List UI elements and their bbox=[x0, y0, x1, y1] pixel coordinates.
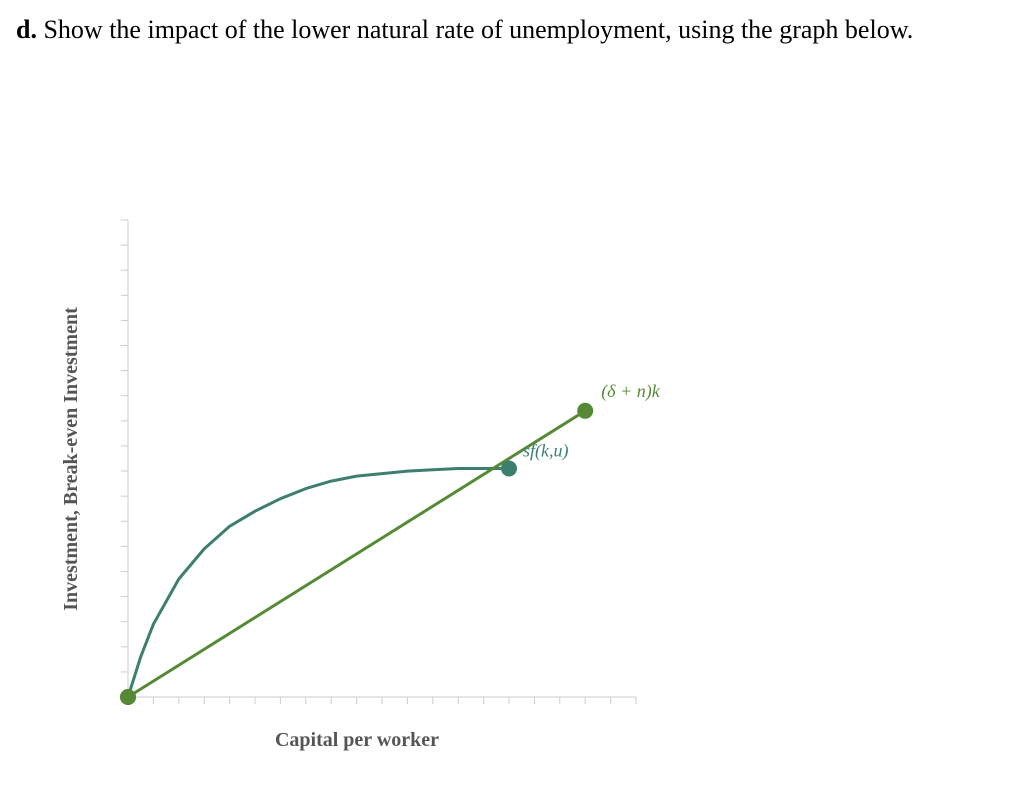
series-line-sf bbox=[126, 467, 509, 698]
x-axis-label: Capital per worker bbox=[275, 729, 439, 751]
series-label-breakeven: (δ + n)k bbox=[601, 381, 661, 402]
series-layer bbox=[126, 409, 586, 699]
series-label-sf: sf(k,u) bbox=[523, 441, 568, 462]
points-layer bbox=[120, 402, 594, 705]
question-text: d. Show the impact of the lower natural … bbox=[16, 12, 913, 48]
question-prefix: d. bbox=[16, 15, 37, 44]
question-body: Show the impact of the lower natural rat… bbox=[36, 15, 914, 44]
series-line-breakeven bbox=[127, 409, 586, 699]
axis-ticks bbox=[121, 219, 637, 704]
y-axis-label: Investment, Break-even Investment bbox=[60, 307, 82, 611]
sf-end-point[interactable] bbox=[501, 460, 517, 477]
breakeven-end-point[interactable] bbox=[577, 402, 594, 419]
breakeven-start-point[interactable] bbox=[120, 689, 136, 705]
